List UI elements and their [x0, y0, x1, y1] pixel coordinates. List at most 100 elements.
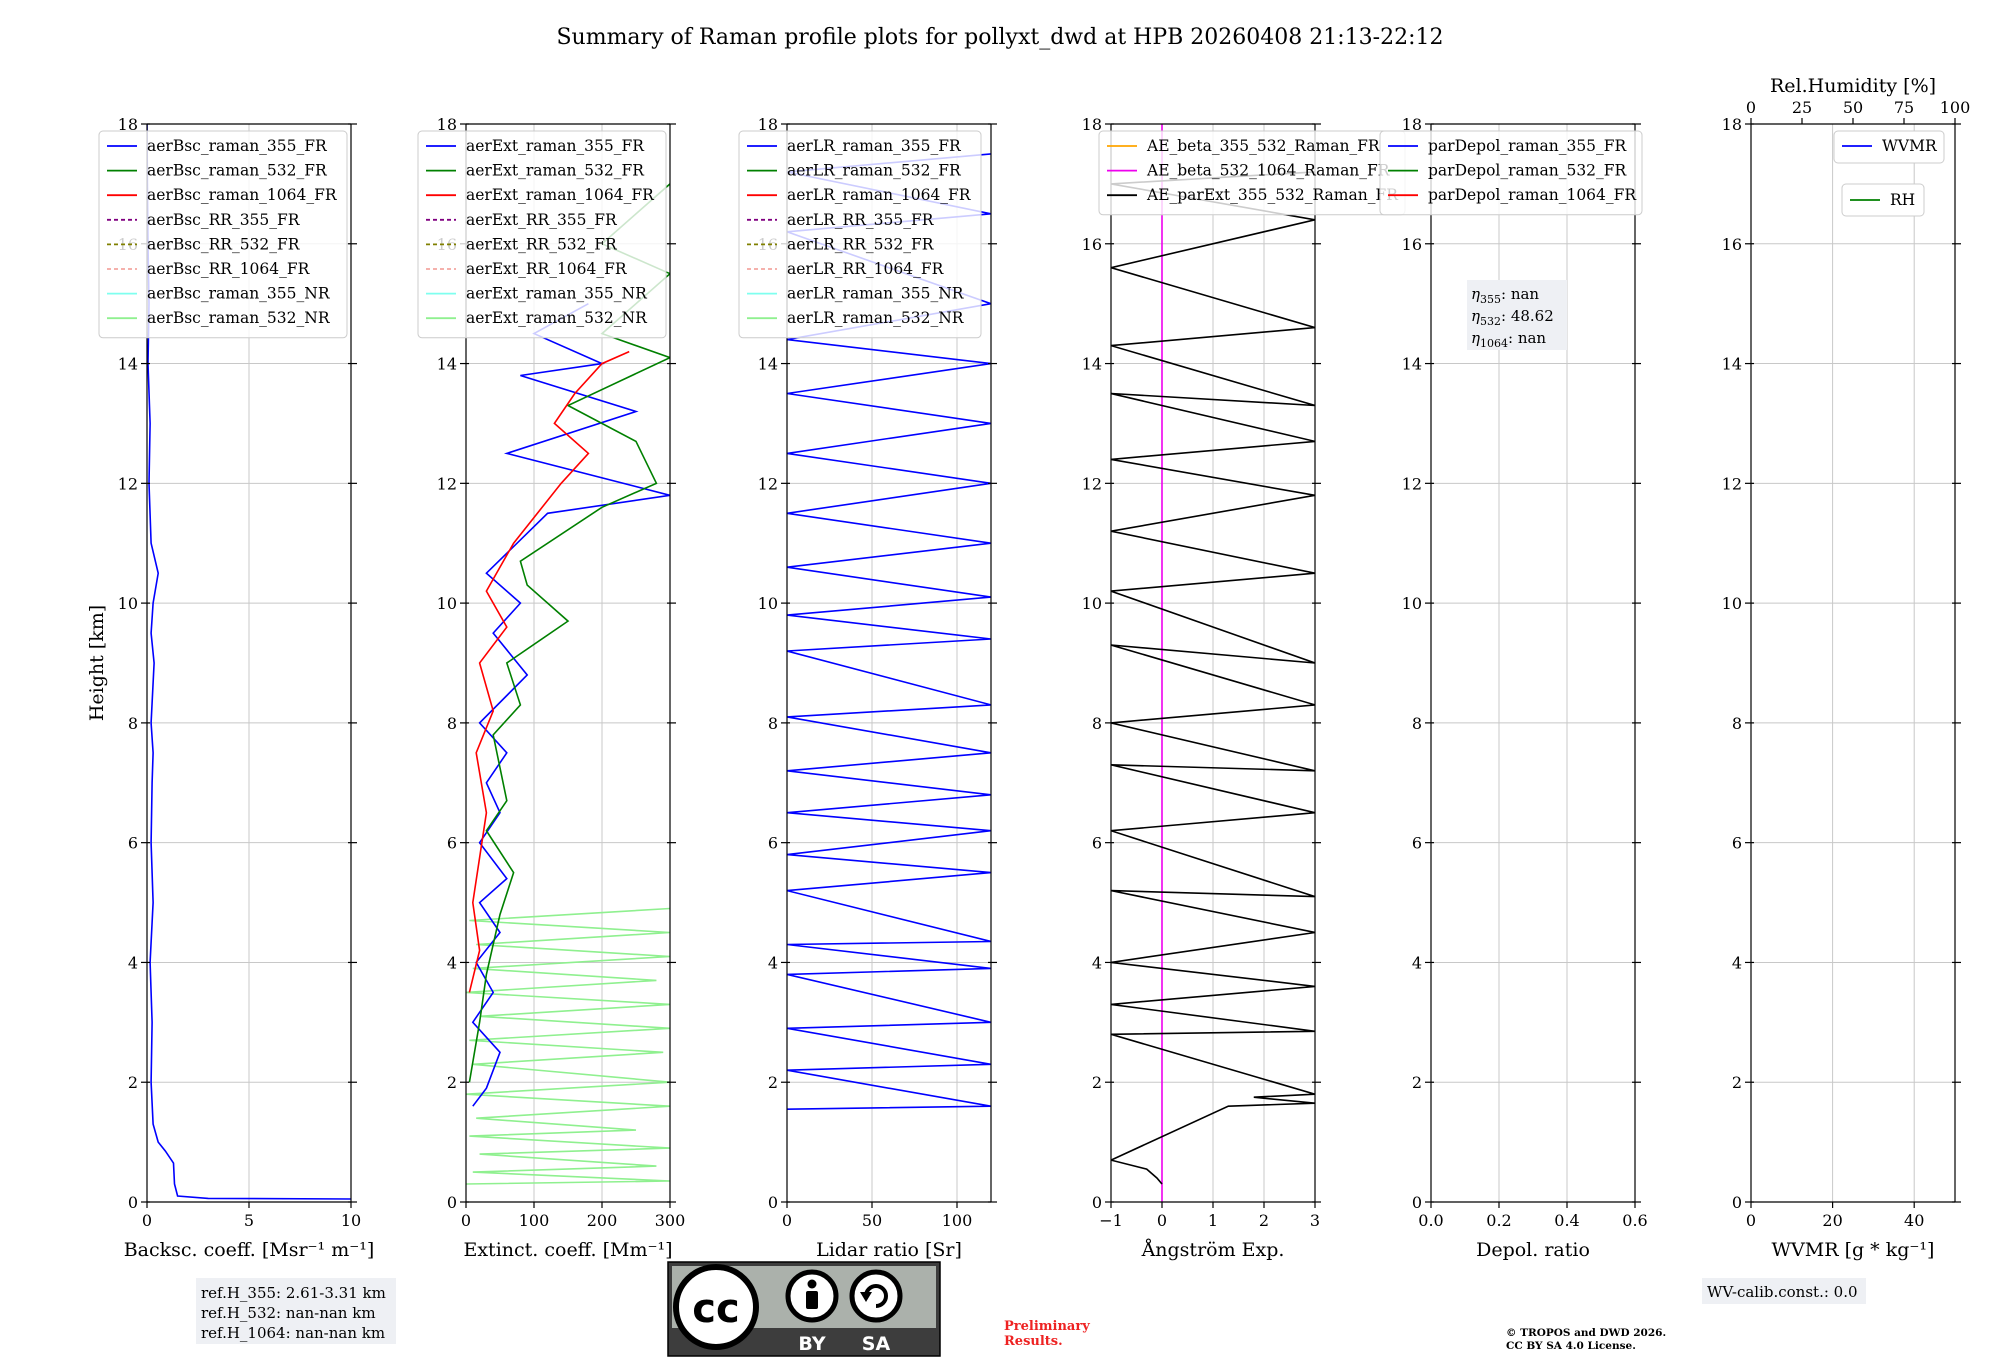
badge-by-label: BY [798, 1333, 825, 1355]
x-tick-label: 50 [862, 1211, 882, 1230]
x2-tick-label: 100 [1940, 98, 1971, 117]
x-tick-label: 0 [782, 1211, 792, 1230]
legend-label: WVMR [1882, 137, 1938, 155]
legend-label: aerLR_raman_532_FR [787, 162, 962, 180]
legend-label: aerBsc_raman_355_NR [147, 285, 331, 303]
y-tick-label: 18 [437, 115, 457, 134]
y-tick-label: 8 [1092, 714, 1102, 733]
x-tick-label: 20 [1822, 1211, 1842, 1230]
y-tick-label: 8 [447, 714, 457, 733]
y-tick-label: 6 [1412, 834, 1422, 853]
series-aerbsc-raman-355-fr [147, 124, 351, 1200]
y-tick-label: 8 [128, 714, 138, 733]
x-tick-label: 100 [519, 1211, 550, 1230]
x2-tick-label: 25 [1792, 98, 1812, 117]
ref-height-355: ref.H_355: 2.61-3.31 km [201, 1284, 386, 1302]
series-aerlr-raman-355-fr [787, 153, 991, 1110]
y-tick-label: 0 [447, 1193, 457, 1212]
x-tick-label: 0.0 [1418, 1211, 1443, 1230]
cc-icon [673, 1264, 759, 1350]
y-tick-label: 12 [1082, 474, 1102, 493]
sa-arrow-icon [860, 1292, 872, 1302]
legend-label: parDepol_raman_355_FR [1428, 137, 1628, 155]
legend-angstrom: AE_beta_355_532_Raman_FR AE_beta_532_1064… [1098, 130, 1406, 216]
legend-frame [417, 130, 667, 339]
y-tick-label: 6 [128, 834, 138, 853]
y-tick-label: 2 [1092, 1073, 1102, 1092]
legend-label: aerLR_RR_532_FR [787, 235, 935, 253]
y-tick-label: 6 [1092, 834, 1102, 853]
y-tick-label: 12 [758, 474, 778, 493]
eta-value: : nan [1508, 329, 1546, 347]
eta-symbol: η [1471, 329, 1480, 347]
preliminary-line-2: Results. [1004, 1334, 1063, 1349]
wv-calib-text: WV-calib.const.: 0.0 [1707, 1283, 1858, 1301]
y-tick-label: 14 [1402, 355, 1422, 374]
y-tick-label: 10 [118, 594, 138, 613]
legend-frame-wvmr [1833, 130, 1945, 164]
legend-frame [1379, 130, 1643, 216]
legend-label: aerBsc_raman_532_FR [147, 162, 328, 180]
y-tick-label: 0 [1412, 1193, 1422, 1212]
eta-subscript: 532 [1480, 315, 1501, 328]
x2-tick-label: 50 [1843, 98, 1863, 117]
legend-label: AE_beta_532_1064_Raman_FR [1146, 162, 1391, 180]
y-tick-label: 12 [1402, 474, 1422, 493]
legend-depolarization: parDepol_raman_355_FR parDepol_raman_532_… [1379, 130, 1643, 216]
legend-label: AE_beta_355_532_Raman_FR [1146, 137, 1381, 155]
legend-label: aerExt_raman_355_NR [466, 285, 648, 303]
y-tick-label: 2 [447, 1073, 457, 1092]
y-tick-label: 14 [437, 355, 457, 374]
legend-label: RH [1890, 191, 1915, 209]
y-tick-label: 18 [118, 115, 138, 134]
panels: 0246810121416180510Backsc. coeff. [Msr⁻¹… [86, 75, 1970, 1261]
y-axis-label: Height [km] [86, 605, 108, 721]
figure-title: Summary of Raman profile plots for polly… [556, 25, 1443, 50]
wv-calib-box: WV-calib.const.: 0.0 [1702, 1278, 1866, 1304]
y-tick-label: 6 [768, 834, 778, 853]
x-tick-label: −1 [1099, 1211, 1123, 1230]
eta-bg [1467, 280, 1567, 350]
eta-subscript: 355 [1480, 293, 1501, 306]
y-tick-label: 6 [447, 834, 457, 853]
legend-frame [98, 130, 348, 339]
series-aerext-raman-532-nr [466, 907, 670, 1185]
panel-backscatter: 0246810121416180510Backsc. coeff. [Msr⁻¹… [86, 115, 374, 1261]
legend-frame [738, 130, 982, 339]
legend-label: aerBsc_raman_532_NR [147, 309, 331, 327]
y-tick-label: 4 [128, 953, 138, 972]
copyright-note: © TROPOS and DWD 2026. CC BY SA 4.0 Lice… [1506, 1327, 1666, 1352]
legend-label: aerLR_RR_1064_FR [787, 260, 945, 278]
x-tick-label: 3 [1310, 1211, 1320, 1230]
series-group-angstrom [1111, 124, 1315, 1202]
eta-symbol: η [1471, 285, 1480, 303]
wv-calib-bg [1702, 1278, 1866, 1304]
x-axis-label: Backsc. coeff. [Msr⁻¹ m⁻¹] [124, 1239, 375, 1261]
legend-label: AE_parExt_355_532_Raman_FR [1146, 186, 1399, 204]
series-ae-parext-355-532-raman-fr [1111, 171, 1315, 1185]
legend-label: aerBsc_RR_355_FR [147, 211, 301, 229]
legend-label: aerExt_RR_355_FR [466, 211, 618, 229]
y-tick-label: 10 [437, 594, 457, 613]
y-tick-label: 14 [1722, 355, 1742, 374]
y-tick-label: 18 [1722, 115, 1742, 134]
legend-label: aerBsc_raman_1064_FR [147, 186, 338, 204]
x-tick-label: 0.6 [1622, 1211, 1647, 1230]
y-tick-label: 4 [1092, 953, 1102, 972]
y-tick-label: 2 [1412, 1073, 1422, 1092]
x-tick-label: 40 [1904, 1211, 1924, 1230]
x2-tick-label: 75 [1894, 98, 1914, 117]
copyright-line-1: © TROPOS and DWD 2026. [1506, 1327, 1666, 1339]
x-tick-label: 0 [142, 1211, 152, 1230]
eta-532: η532: 48.62 [1471, 307, 1554, 328]
ref-height-532: ref.H_532: nan-nan km [201, 1304, 376, 1322]
x-tick-label: 100 [942, 1211, 973, 1230]
x-tick-label: 0 [1157, 1211, 1167, 1230]
series-aerext-raman-532-fr [468, 183, 670, 1083]
ref-height-1064: ref.H_1064: nan-nan km [201, 1324, 385, 1342]
series-group-backscatter [147, 124, 351, 1200]
y-tick-label: 14 [1082, 355, 1102, 374]
eta-symbol: η [1471, 307, 1480, 325]
